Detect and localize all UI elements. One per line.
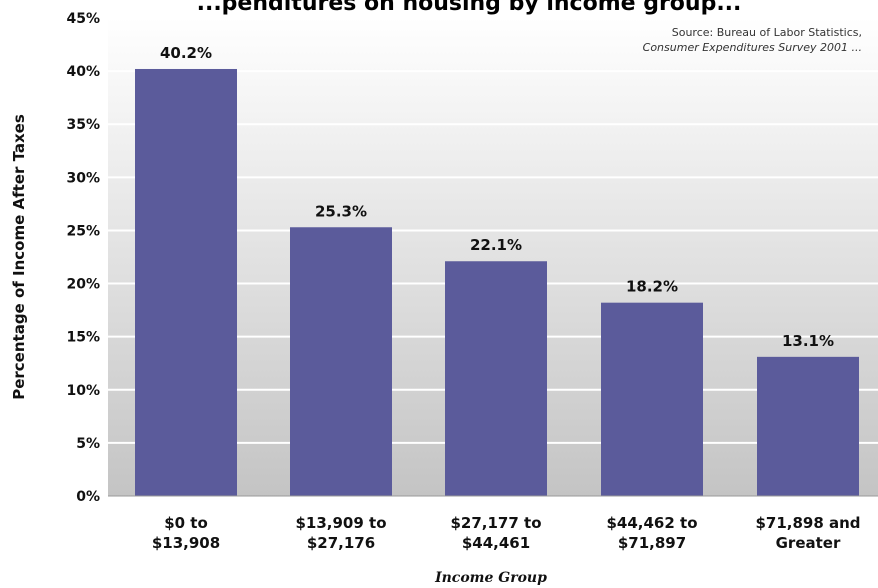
category-label: $44,462 to $71,897 <box>606 514 697 552</box>
x-axis-categories: $0 to $13,908 $13,909 to $27,176 $27,177 to $… <box>152 514 861 552</box>
data-label: 18.2% <box>626 278 678 296</box>
x-axis-title: Income Group <box>434 570 547 586</box>
bars <box>135 68 859 496</box>
y-tick-label: 35% <box>66 117 100 133</box>
data-labels: 40.2% 25.3% 22.1% 18.2% 13.1% <box>160 44 834 350</box>
category-label: $0 to $13,908 <box>152 514 220 552</box>
y-tick-label: 25% <box>66 223 100 239</box>
bar <box>290 227 392 496</box>
y-tick-label: 5% <box>76 436 100 452</box>
y-tick-label: 30% <box>66 170 100 186</box>
category-label: $13,909 to $27,176 <box>295 514 386 552</box>
bar <box>445 261 547 496</box>
y-axis-title: Percentage of Income After Taxes <box>10 114 28 400</box>
category-label: $27,177 to $44,461 <box>450 514 541 552</box>
source-note-line1: Source: Bureau of Labor Statistics, <box>672 26 862 39</box>
y-tick-label: 40% <box>66 64 100 80</box>
category-label: $71,898 and Greater <box>755 514 860 552</box>
data-label: 13.1% <box>782 332 834 350</box>
bar <box>601 302 703 496</box>
data-label: 22.1% <box>470 236 522 254</box>
y-axis-ticks: 0% 5% 10% 15% 20% 25% 30% 35% 40% 45% <box>66 11 100 505</box>
y-tick-label: 10% <box>66 383 100 399</box>
source-note-line2: Consumer Expenditures Survey 2001 ... <box>643 41 862 54</box>
y-tick-label: 20% <box>66 277 100 293</box>
bar <box>135 68 237 496</box>
data-label: 40.2% <box>160 44 212 62</box>
bar <box>757 356 859 496</box>
y-tick-label: 0% <box>76 489 100 505</box>
chart-title: ...penditures on housing by income group… <box>197 0 742 16</box>
y-tick-label: 15% <box>66 330 100 346</box>
y-tick-label: 45% <box>66 11 100 27</box>
data-label: 25.3% <box>315 202 367 220</box>
